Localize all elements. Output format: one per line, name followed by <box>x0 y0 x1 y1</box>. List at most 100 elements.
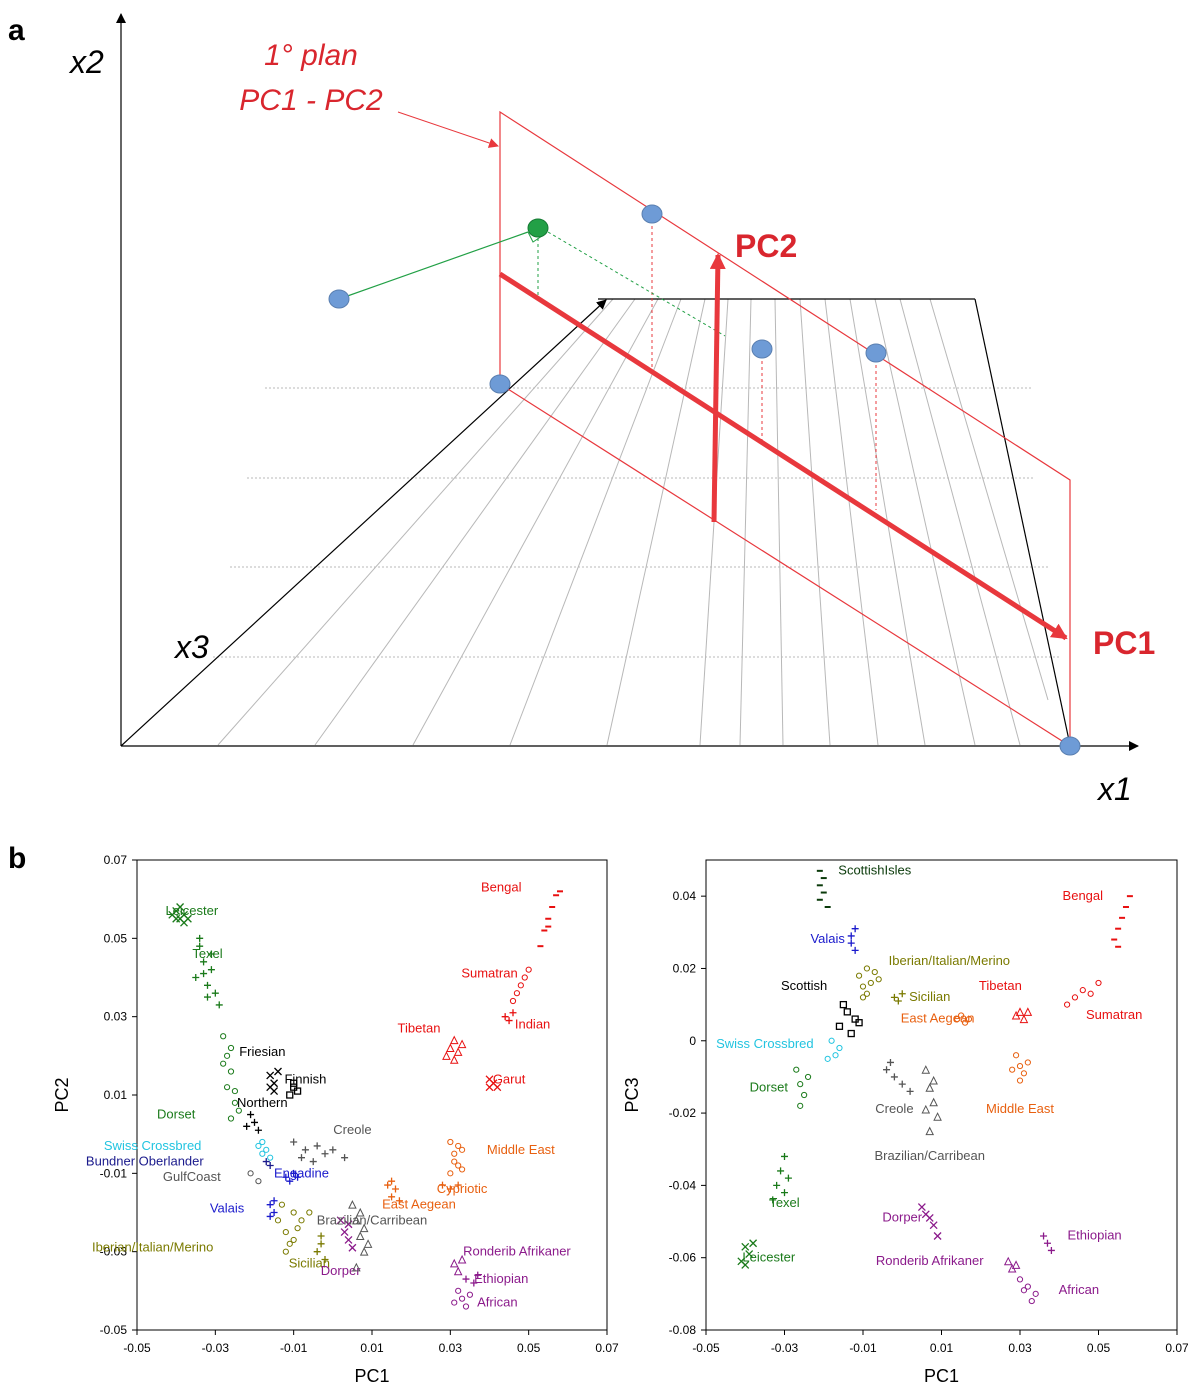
data-point <box>898 1080 906 1088</box>
projection-lines <box>537 214 877 510</box>
data-point <box>298 1154 305 1162</box>
data-point <box>290 1138 298 1146</box>
data-point <box>965 1015 973 1023</box>
data-points-3d <box>328 204 1081 756</box>
pc1-label: PC1 <box>1093 625 1155 661</box>
series-ethiopian: Ethiopian <box>1040 1228 1122 1254</box>
data-point <box>777 1167 785 1175</box>
data-point <box>929 1221 938 1230</box>
data-point <box>247 1111 255 1119</box>
point-5 <box>489 374 511 394</box>
data-point <box>294 1173 302 1181</box>
data-point <box>286 1240 293 1247</box>
data-point <box>200 958 208 966</box>
data-point <box>243 1122 251 1130</box>
x-tick-label: -0.05 <box>123 1341 151 1355</box>
data-point <box>875 976 882 983</box>
point-1 <box>641 204 663 224</box>
data-point <box>449 1055 459 1064</box>
data-point <box>1016 1276 1024 1283</box>
series-label: Dorset <box>750 1079 789 1094</box>
data-point <box>1019 1014 1029 1024</box>
series-label: Cypriotic <box>437 1181 488 1196</box>
data-point <box>455 1142 462 1150</box>
data-point <box>505 1017 513 1025</box>
data-point <box>1043 1239 1051 1247</box>
y-tick-label: 0.05 <box>104 931 128 945</box>
series-valais: Valais <box>810 925 859 954</box>
data-point <box>1095 979 1102 987</box>
series-label: Ronderib Afrikaner <box>876 1253 984 1268</box>
data-point <box>263 1146 270 1153</box>
x3-axis <box>120 299 607 747</box>
series-label: Sicilian <box>909 989 950 1004</box>
panel-b-letter: b <box>8 842 26 875</box>
series-scottish: Scottish <box>781 978 863 1038</box>
data-point <box>455 1162 462 1169</box>
data-point <box>458 1166 466 1173</box>
point-6 <box>1059 736 1081 756</box>
data-point <box>290 1236 297 1244</box>
series-label: Engadine <box>274 1165 329 1180</box>
y-tick-label: -0.01 <box>100 1166 128 1180</box>
series-label: Ethiopian <box>474 1271 528 1286</box>
data-point <box>220 1060 227 1067</box>
data-point <box>1011 1260 1021 1269</box>
series-label: Valais <box>810 931 845 946</box>
x3-axis-label: x3 <box>173 629 209 665</box>
data-point <box>1015 1007 1025 1016</box>
series-bundner-oberlander: Bundner Oberlander <box>86 1154 274 1169</box>
data-point <box>749 1239 758 1248</box>
data-point <box>439 1181 446 1189</box>
series-label: Texel <box>192 946 222 961</box>
panel-a: a x2 x1 x3 <box>8 13 1155 807</box>
data-point <box>211 989 219 997</box>
series-label: Middle East <box>487 1142 555 1157</box>
data-point <box>851 925 859 933</box>
y-tick-label: -0.05 <box>100 1323 128 1337</box>
data-point <box>231 1087 239 1095</box>
data-point <box>925 1213 934 1222</box>
data-point <box>769 1196 777 1204</box>
data-point <box>961 1019 969 1026</box>
series-east-aegean: East Aegean <box>901 1011 975 1026</box>
data-point <box>247 1170 254 1177</box>
data-point <box>204 981 211 989</box>
data-point <box>388 1193 396 1201</box>
y-tick-label: 0.07 <box>104 853 128 867</box>
data-point <box>457 1039 467 1049</box>
series-label: East Aegean <box>901 1011 975 1026</box>
data-point <box>741 1260 750 1269</box>
series-engadine: Engadine <box>274 1165 329 1185</box>
point-4 <box>865 343 887 363</box>
data-point <box>1020 1070 1028 1077</box>
series-label: African <box>477 1295 517 1310</box>
series-label: Sicilian <box>289 1255 330 1270</box>
data-point <box>886 1058 894 1066</box>
data-point <box>355 1207 365 1217</box>
data-point <box>1016 1077 1024 1084</box>
series-label: Tibetan <box>398 1020 441 1035</box>
data-point <box>255 1178 262 1185</box>
data-point <box>282 1228 289 1236</box>
data-point <box>470 1279 478 1287</box>
data-point <box>855 1019 863 1027</box>
series-swiss-crossbred: Swiss Crossbred <box>104 1138 274 1161</box>
data-point <box>223 1084 231 1091</box>
data-point <box>317 1240 325 1248</box>
data-point <box>192 974 200 981</box>
data-point <box>933 1112 942 1121</box>
series-finnish: Finnish <box>284 1071 326 1099</box>
series-creole: Creole <box>290 1122 372 1166</box>
data-point <box>894 997 902 1005</box>
series-label: Sumatran <box>1086 1007 1142 1022</box>
data-point <box>474 1271 482 1279</box>
series-sicilian: Sicilian <box>890 989 950 1005</box>
data-point <box>340 1228 349 1237</box>
data-point <box>200 970 208 978</box>
y-tick-label: 0.02 <box>673 961 697 975</box>
x-tick-label: 0.01 <box>360 1341 384 1355</box>
data-point <box>1003 1256 1013 1266</box>
data-point <box>235 1107 242 1114</box>
data-point <box>462 1303 470 1310</box>
